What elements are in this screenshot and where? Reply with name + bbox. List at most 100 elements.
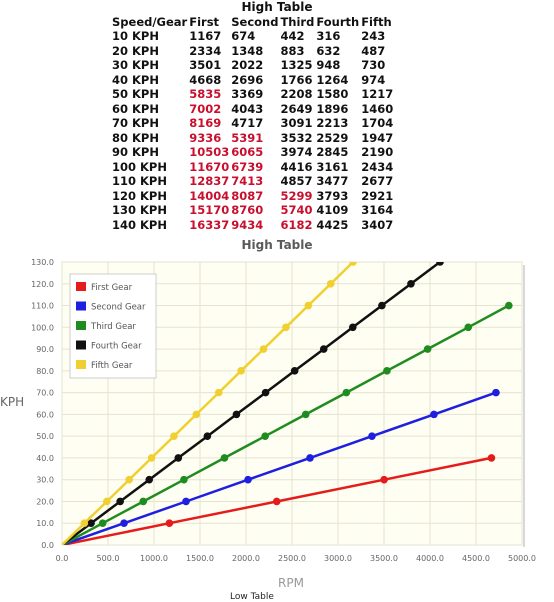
legend-label: Second Gear bbox=[91, 303, 146, 313]
fourth-gear-point bbox=[349, 323, 357, 332]
fifth-gear-point bbox=[103, 497, 111, 506]
fifth-gear-point bbox=[80, 519, 89, 528]
table-cell: 5835 bbox=[189, 87, 222, 101]
second-gear-point bbox=[368, 432, 376, 440]
fourth-gear-point bbox=[232, 410, 241, 419]
table-header-cell: Fourth bbox=[316, 14, 360, 29]
third-gear-series bbox=[62, 301, 513, 545]
x-tick-label: 1500.0 bbox=[186, 554, 214, 563]
table-cell: 5740 bbox=[280, 203, 313, 217]
y-tick-label: 70.0 bbox=[36, 389, 54, 398]
table-row: 120 KPH 14004 8087 5299 3793 2921 bbox=[112, 189, 395, 204]
first-gear-point bbox=[380, 475, 388, 484]
y-tick-label: 40.0 bbox=[36, 454, 54, 463]
third-gear-point bbox=[505, 301, 513, 310]
table-row: 20 KPH 2334 1348 883 632 487 bbox=[112, 44, 395, 59]
table-cell: 6065 bbox=[231, 145, 264, 159]
y-tick-label: 80.0 bbox=[36, 367, 54, 376]
y-tick-label: 110.0 bbox=[31, 302, 54, 311]
table-cell: 11670 bbox=[189, 159, 230, 174]
table-cell: 2190 bbox=[361, 145, 394, 159]
table-cell: 3501 bbox=[189, 58, 222, 72]
table-cell: 40 KPH bbox=[112, 72, 159, 87]
table-cell: 1580 bbox=[316, 87, 349, 101]
footnote: Low Table bbox=[230, 592, 274, 602]
table-cell: 632 bbox=[316, 43, 341, 58]
second-gear-point bbox=[492, 388, 500, 397]
table-row: 40 KPH 4668 2696 1766 1264 974 bbox=[112, 73, 395, 88]
legend-swatch bbox=[76, 340, 86, 350]
legend-label: Fifth Gear bbox=[91, 361, 133, 371]
table-cell: 1217 bbox=[361, 87, 394, 101]
table-cell: 3477 bbox=[316, 174, 349, 188]
fourth-gear-series bbox=[62, 262, 444, 545]
table-cell: 948 bbox=[316, 58, 341, 72]
table-cell: 1167 bbox=[189, 29, 222, 43]
fourth-gear-point bbox=[319, 345, 328, 353]
table-cell: 4717 bbox=[231, 116, 264, 130]
table-cell: 100 KPH bbox=[112, 159, 167, 174]
table-row: 30 KPH 3501 2022 1325 948 730 bbox=[112, 58, 395, 73]
table-cell: 60 KPH bbox=[112, 101, 159, 116]
y-tick-label: 120.0 bbox=[31, 280, 54, 289]
fourth-gear-point bbox=[290, 367, 299, 375]
third-gear-point bbox=[301, 410, 310, 419]
table-cell: 50 KPH bbox=[112, 87, 159, 101]
table-row: 10 KPH 1167 674 442 316 243 bbox=[112, 29, 395, 44]
table-cell: 6739 bbox=[231, 159, 264, 174]
table-cell: 2696 bbox=[231, 72, 264, 87]
table-cell: 4109 bbox=[316, 203, 349, 217]
table-cell: 2434 bbox=[361, 159, 394, 174]
third-gear-point bbox=[180, 475, 188, 484]
table-row: 60 KPH 7002 4043 2649 1896 1460 bbox=[112, 102, 395, 117]
table-cell: 70 KPH bbox=[112, 116, 159, 130]
x-tick-label: 5000.0 bbox=[508, 554, 536, 563]
table-cell: 3161 bbox=[316, 159, 349, 174]
fifth-gear-point bbox=[125, 475, 133, 484]
legend-swatch bbox=[76, 360, 86, 369]
fourth-gear-line bbox=[62, 262, 441, 545]
table-cell: 2529 bbox=[316, 130, 349, 145]
table-cell: 2921 bbox=[361, 188, 394, 203]
x-tick-label: 2500.0 bbox=[278, 554, 306, 563]
fifth-gear-point bbox=[304, 301, 313, 310]
table-header-row: Speed/Gear First Second Third Fourth Fifth bbox=[112, 14, 395, 29]
table-cell: 80 KPH bbox=[112, 130, 159, 145]
table-cell: 883 bbox=[280, 43, 305, 58]
fourth-gear-point bbox=[407, 279, 415, 288]
second-gear-series bbox=[62, 388, 500, 545]
table-cell: 487 bbox=[361, 43, 386, 58]
third-gear-point bbox=[98, 519, 107, 528]
table-cell: 974 bbox=[361, 72, 386, 87]
legend-label: Fourth Gear bbox=[91, 342, 142, 352]
y-tick-label: 0.0 bbox=[41, 541, 54, 550]
table-cell: 15170 bbox=[189, 203, 230, 217]
table-row: 110 KPH 12837 7413 4857 3477 2677 bbox=[112, 174, 395, 189]
table-cell: 2649 bbox=[280, 101, 313, 116]
third-gear-point bbox=[220, 454, 229, 462]
table-cell: 9434 bbox=[231, 217, 264, 232]
table-cell: 2213 bbox=[316, 116, 349, 130]
table-cell: 4668 bbox=[189, 72, 222, 87]
legend-label: Third Gear bbox=[90, 322, 136, 332]
table-cell: 3974 bbox=[280, 145, 313, 159]
fifth-gear-line bbox=[62, 262, 354, 545]
table-cell: 1325 bbox=[280, 58, 313, 72]
second-gear-point bbox=[182, 497, 190, 506]
table-cell: 30 KPH bbox=[112, 58, 159, 72]
table-header-cell: Speed/Gear bbox=[112, 14, 188, 29]
fifth-gear-point bbox=[170, 432, 178, 440]
table-cell: 3407 bbox=[361, 217, 394, 232]
table-cell: 4857 bbox=[280, 174, 313, 188]
y-tick-label: 10.0 bbox=[36, 519, 54, 528]
third-gear-point bbox=[383, 367, 391, 375]
table-cell: 12837 bbox=[189, 174, 230, 188]
table-cell: 90 KPH bbox=[112, 145, 159, 159]
third-gear-point bbox=[139, 497, 148, 506]
table-row: 90 KPH 10503 6065 3974 2845 2190 bbox=[112, 145, 395, 160]
line-chart: 0.0 500.0 1000.0 1500.0 2000.0 2500.0 3000.0 35… bbox=[31, 258, 536, 563]
fourth-gear-point bbox=[87, 519, 95, 528]
table-cell: 2334 bbox=[189, 43, 222, 58]
fourth-gear-point bbox=[378, 301, 386, 310]
table-title: High Table bbox=[241, 0, 313, 14]
